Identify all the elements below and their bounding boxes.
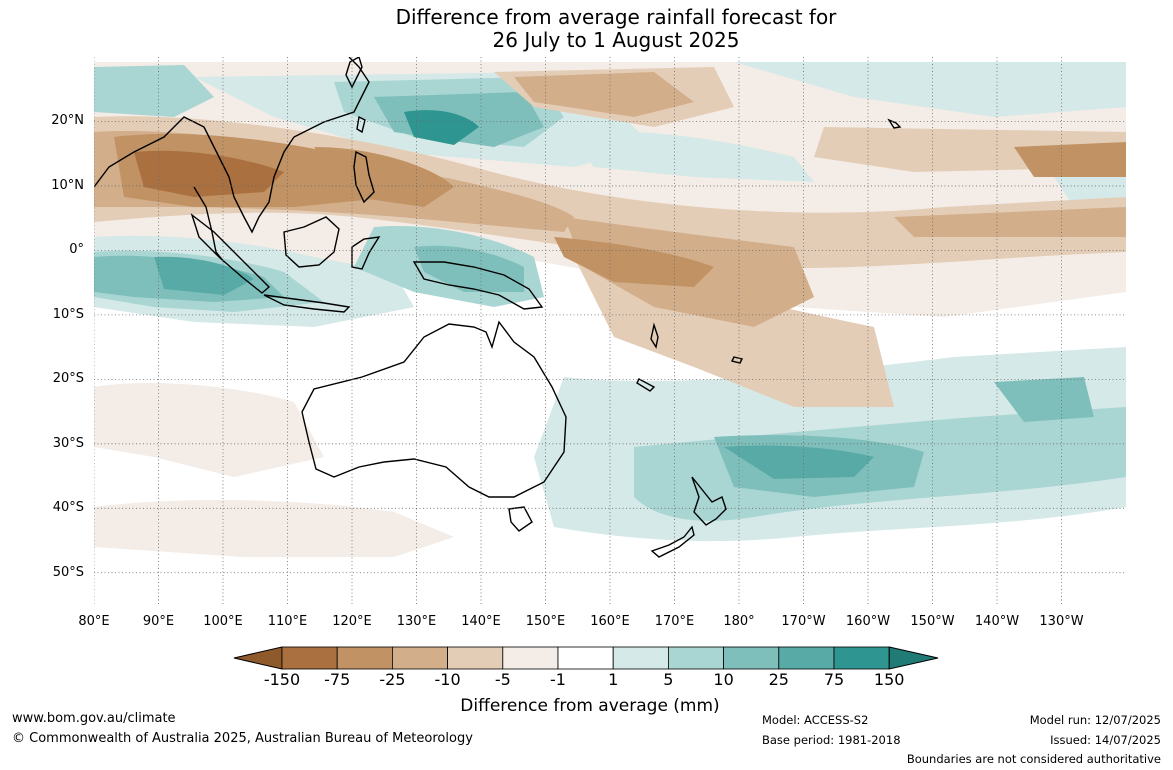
- lon-tick-label: 150°W: [910, 614, 955, 629]
- lat-tick-label: 10°S: [52, 306, 84, 322]
- lon-tick-label: 150°E: [525, 614, 566, 629]
- colorbar-segment: [281, 646, 338, 670]
- lon-tick-label: 170°W: [781, 614, 826, 629]
- colorbar-segment: [723, 646, 780, 670]
- colorbar-tick-label: 10: [713, 670, 734, 689]
- wet-field-light: [564, 131, 814, 182]
- lat-tick-label: 10°N: [51, 177, 84, 193]
- coastlines: [94, 57, 902, 558]
- colorbar-title: Difference from average (mm): [460, 696, 720, 716]
- lon-tick-label: 120°E: [332, 614, 372, 629]
- dry-field-very-strong: [554, 237, 714, 287]
- colorbar-tick-label: -75: [324, 670, 351, 689]
- lat-tick-label: 20°S: [52, 371, 84, 387]
- footer-url: www.bom.gov.au/climate: [12, 711, 176, 726]
- lon-tick-label: 110°E: [267, 614, 308, 629]
- colorbar-segment: [667, 646, 724, 670]
- wet-field-strong: [994, 377, 1094, 422]
- new-zealand-north-coastline: [691, 476, 727, 526]
- colorbar-tick-label: -25: [379, 670, 406, 689]
- dry-field-very-strong: [1014, 142, 1126, 177]
- graticule: [94, 57, 1126, 605]
- new-caledonia-coastline: [636, 378, 656, 392]
- colorbar-tick-label: -5: [494, 670, 511, 689]
- colorbar-segment: [336, 646, 393, 670]
- dry-field-strong: [894, 207, 1126, 237]
- lat-tick-label: 20°N: [51, 113, 84, 129]
- wet-field-light: [734, 62, 1126, 117]
- lat-tick-label: 50°S: [52, 564, 84, 580]
- footer-base-period: Base period: 1981-2018: [762, 733, 901, 747]
- colorbar-segment: [778, 646, 835, 670]
- lat-tick-label: 30°S: [52, 435, 84, 451]
- lon-tick-label: 170°E: [654, 614, 695, 629]
- dry-field-light: [94, 382, 324, 477]
- map-title-line1: Difference from average rainfall forecas…: [395, 5, 837, 29]
- lon-tick-label: 100°E: [203, 614, 243, 629]
- australia-coastline: [301, 320, 567, 498]
- colorbar-segment: [391, 646, 448, 670]
- lon-tick-label: 80°E: [78, 614, 110, 629]
- colorbar: [233, 646, 939, 670]
- lon-tick-label: 140°E: [461, 614, 501, 629]
- asia-coastline: [94, 57, 370, 234]
- japan-coastline: [345, 57, 363, 89]
- colorbar-tick-label: -10: [434, 670, 461, 689]
- lon-tick-label: 130°W: [1039, 614, 1084, 629]
- lon-tick-label: 90°E: [142, 614, 175, 629]
- new-guinea-coastline: [412, 261, 544, 310]
- wet-field-vstrong: [154, 256, 254, 295]
- footer-model-run: Model run: 12/07/2025: [1029, 713, 1161, 727]
- hawaii-coastline: [887, 118, 902, 129]
- rainfall-anomaly-map: [94, 57, 1126, 605]
- lon-tick-label: 180°: [723, 614, 755, 629]
- colorbar-tick-label: 25: [768, 670, 789, 689]
- lon-tick-label: 160°W: [845, 614, 891, 629]
- lon-tick-label: 160°E: [590, 614, 630, 629]
- lon-tick-label: 130°E: [396, 614, 437, 629]
- dry-field-light: [94, 500, 454, 557]
- colorbar-segment: [447, 646, 504, 670]
- asia-coastline-inner: [193, 186, 225, 263]
- footer-model: Model: ACCESS-S2: [762, 713, 869, 727]
- borneo-coastline: [283, 216, 340, 268]
- new-zealand-south-coastline: [650, 525, 695, 558]
- footer-issued: Issued: 14/07/2025: [1050, 733, 1161, 747]
- colorbar-extension-low: [233, 646, 283, 670]
- colorbar-tick-label: -1: [550, 670, 566, 689]
- wet-field-medium: [94, 65, 214, 117]
- tasmania-coastline: [508, 506, 533, 532]
- footer-copyright: © Commonwealth of Australia 2025, Austra…: [12, 731, 473, 746]
- wet-field-vstrong: [724, 445, 874, 479]
- colorbar-segment: [557, 646, 614, 670]
- wet-field-vstrong: [404, 110, 479, 145]
- colorbar-tick-label: 5: [663, 670, 674, 689]
- dry-field-very-strong: [314, 147, 454, 207]
- colorbar-tick-label: -150: [263, 670, 301, 689]
- lat-tick-label: 0°: [69, 242, 84, 258]
- java-coastline: [263, 294, 351, 313]
- footer-disclaimer: Boundaries are not considered authoritat…: [906, 752, 1161, 766]
- dry-field-strong: [514, 72, 694, 117]
- colorbar-tick-label: 150: [873, 670, 905, 689]
- colorbar-tick-label: 1: [608, 670, 619, 689]
- sumatra-coastline: [190, 213, 271, 294]
- lon-tick-label: 140°W: [974, 614, 1020, 629]
- philippines-coastline: [353, 150, 375, 204]
- taiwan-coastline: [356, 115, 366, 134]
- wet-field-strong: [414, 245, 524, 292]
- colorbar-segment: [833, 646, 890, 670]
- lat-tick-label: 40°S: [52, 500, 84, 516]
- vanuatu-coastline: [650, 322, 659, 349]
- colorbar-segment: [612, 646, 669, 670]
- colorbar-tick-label: 75: [823, 670, 845, 689]
- colorbar-extension-high: [888, 646, 939, 670]
- dry-field-extreme: [134, 150, 284, 197]
- map-title-line2: 26 July to 1 August 2025: [492, 28, 740, 52]
- colorbar-segment: [502, 646, 559, 670]
